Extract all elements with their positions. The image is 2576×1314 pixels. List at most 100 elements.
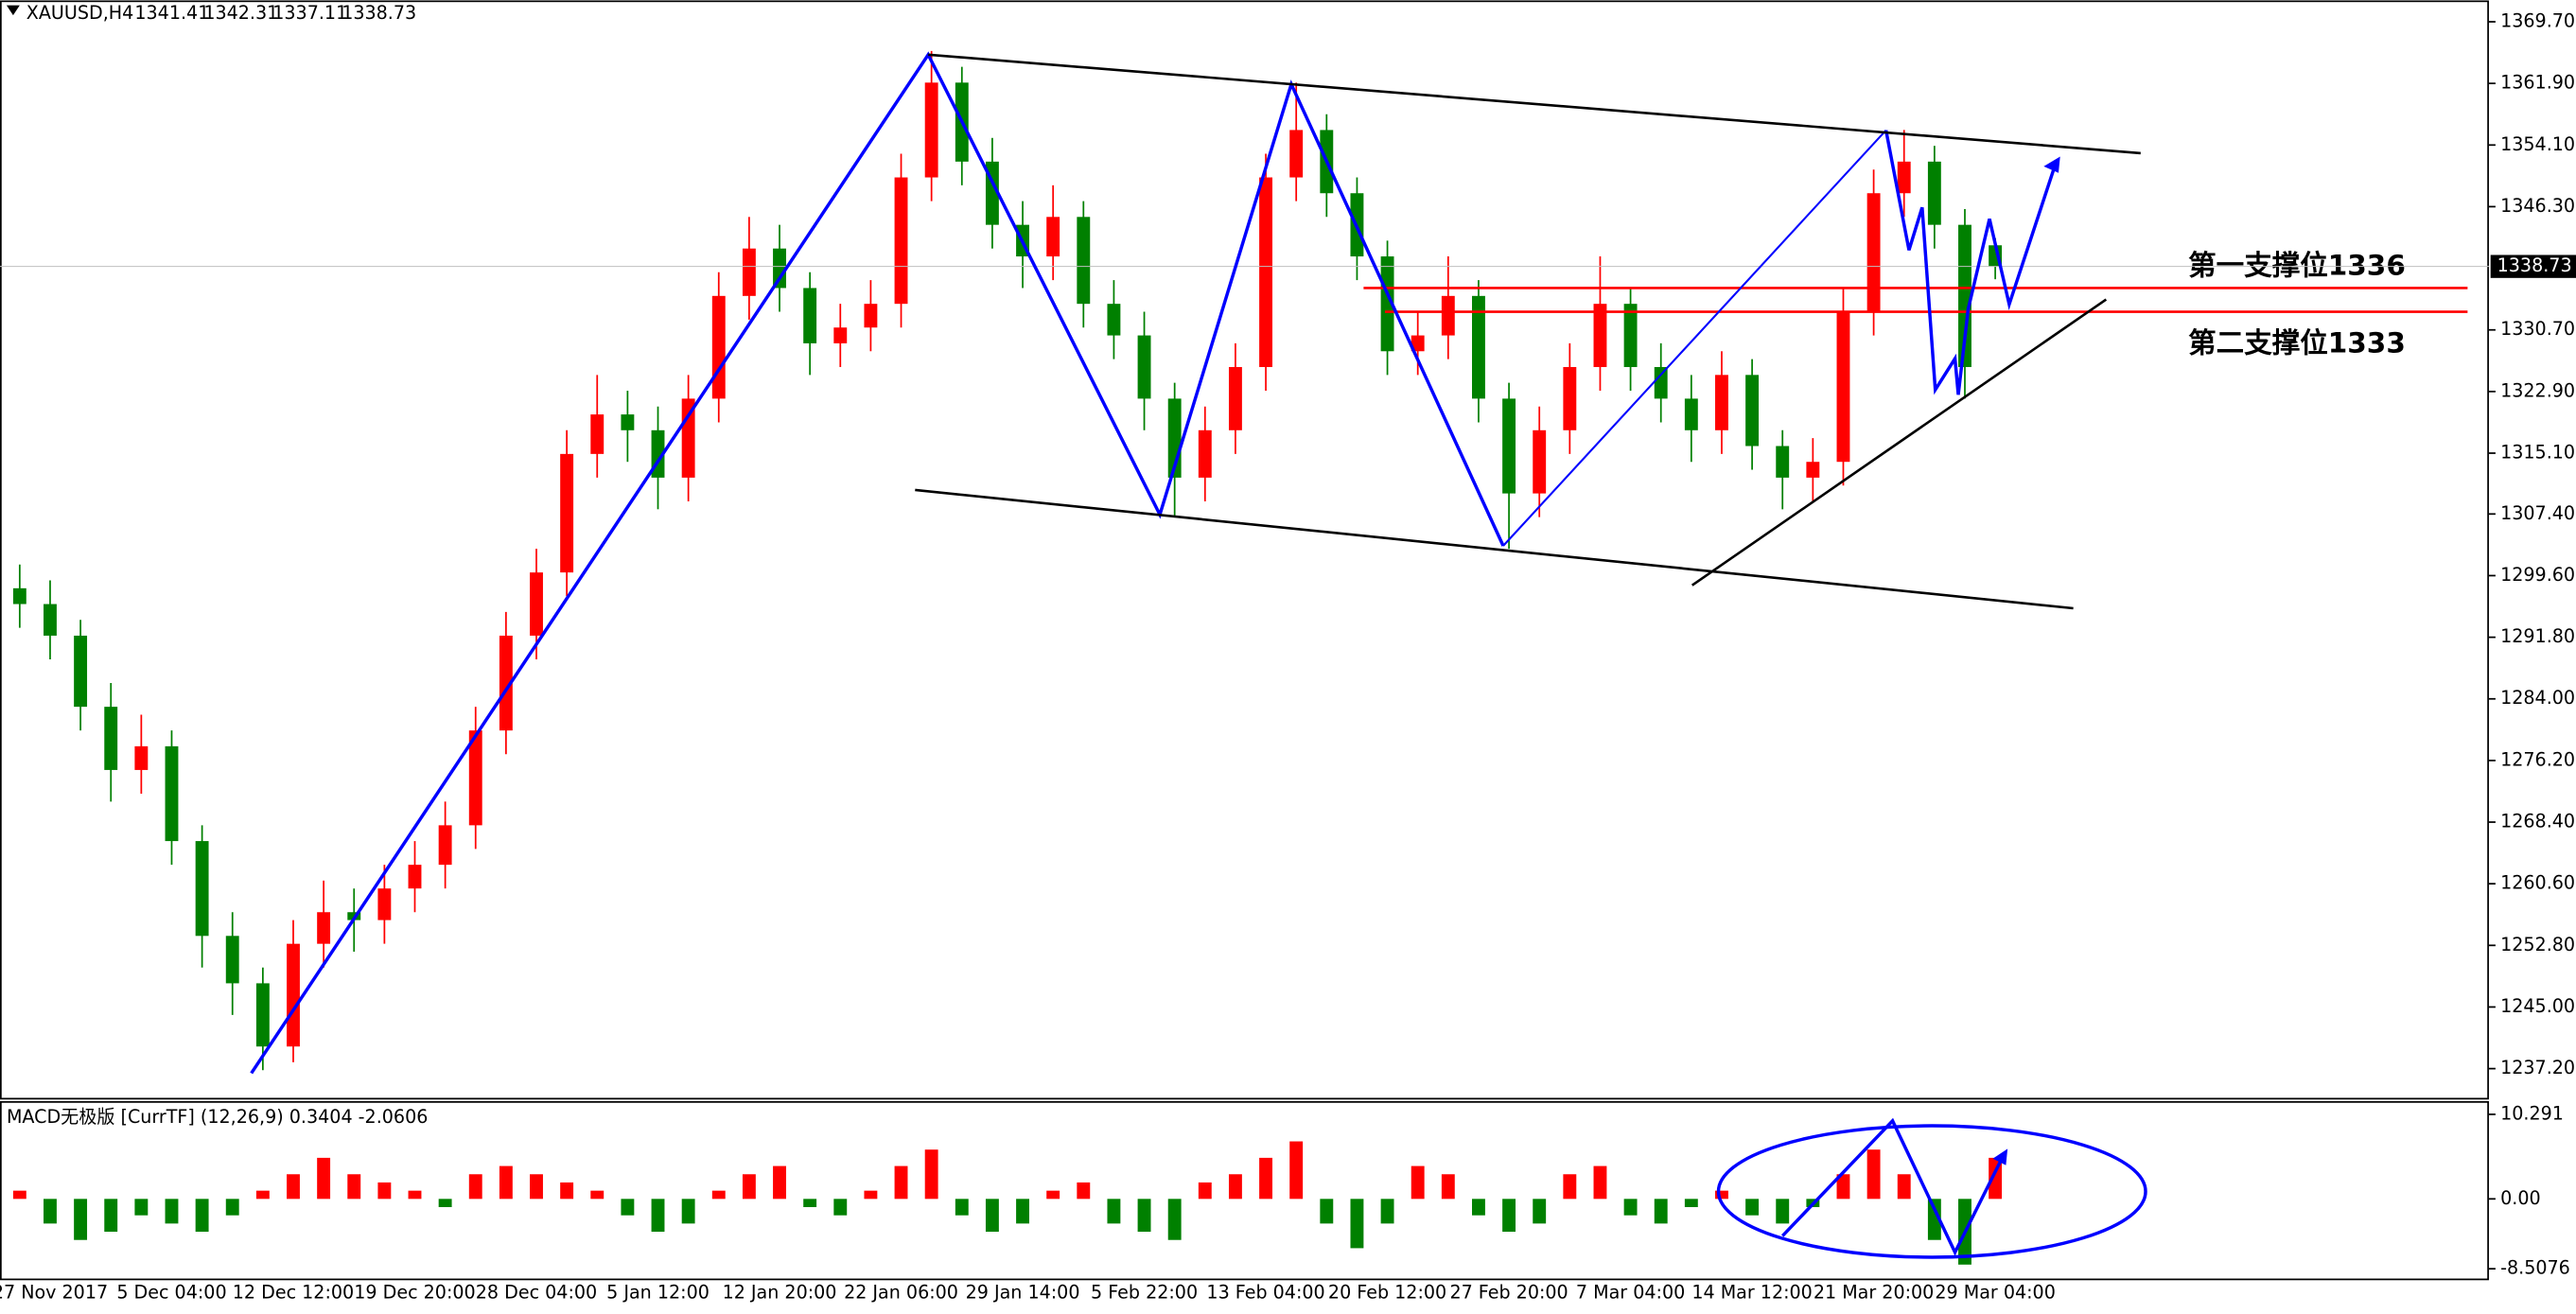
x-tick-label: 28 Dec 04:00 (476, 1282, 597, 1304)
histogram-bar (195, 1199, 209, 1233)
histogram-bar (255, 1190, 270, 1200)
histogram-bar (681, 1199, 695, 1224)
candle-body (1623, 304, 1638, 367)
histogram-bar (985, 1199, 999, 1233)
x-tick-label: 19 Dec 20:00 (354, 1282, 475, 1304)
y-tick-label: 1354.10 (2500, 133, 2575, 155)
trend-line (928, 53, 2141, 155)
candle-body (1198, 429, 1212, 478)
y-tick-label: 1245.00 (2500, 995, 2575, 1017)
histogram-bar (44, 1199, 57, 1224)
y-tick-label: 1291.80 (2500, 625, 2575, 647)
candle-body (317, 912, 331, 944)
candle-body (924, 82, 938, 178)
candle-body (1593, 304, 1607, 367)
y-tick-label: 1315.10 (2500, 442, 2575, 464)
y-tick-label: 0.00 (2500, 1187, 2541, 1209)
histogram-bar (12, 1190, 26, 1200)
zigzag (1502, 129, 1887, 547)
candle-body (1077, 217, 1091, 305)
candle-body (408, 865, 422, 889)
candle-body (590, 414, 605, 454)
histogram-bar (1259, 1157, 1273, 1200)
candle-body (255, 983, 270, 1047)
x-tick-label: 20 Feb 12:00 (1328, 1282, 1446, 1304)
drawings (250, 51, 2147, 1259)
histogram-bar (1016, 1199, 1029, 1224)
candle-body (621, 414, 635, 430)
price-box (2490, 254, 2576, 278)
candle-body (225, 936, 239, 984)
candle-body (803, 288, 817, 343)
histogram-bar (1411, 1165, 1425, 1200)
x-tick-label: 13 Feb 04:00 (1206, 1282, 1324, 1304)
histogram-bar (1927, 1199, 1941, 1240)
candle-body (74, 635, 88, 708)
x-tick-label: 5 Jan 12:00 (606, 1282, 710, 1304)
x-tick-label: 29 Jan 14:00 (966, 1282, 1080, 1304)
histogram-bar (1684, 1199, 1698, 1207)
arrow-head (2043, 156, 2060, 173)
y-tick-label: 1361.90 (2500, 72, 2575, 94)
candle-body (1137, 335, 1151, 399)
candle-body (195, 841, 209, 937)
candle-body (864, 304, 878, 328)
histogram-bar (134, 1199, 149, 1216)
histogram-bar (499, 1165, 513, 1200)
low-value: 1337.11 (272, 2, 347, 24)
x-tick-label: 5 Dec 04:00 (116, 1282, 226, 1304)
histogram-bar (621, 1199, 635, 1216)
close-value: 1338.73 (342, 2, 416, 24)
candle-body (773, 248, 786, 289)
candle-body (1472, 295, 1485, 399)
x-tick-label: 12 Dec 12:00 (233, 1282, 354, 1304)
support-label: 第二支撑位1333 (2188, 327, 2406, 359)
histogram-bar (104, 1199, 118, 1233)
candle-body (1866, 193, 1881, 312)
y-tick-label: 1369.70 (2500, 10, 2575, 32)
histogram-bar (1441, 1174, 1455, 1200)
histogram-bar (1866, 1149, 1881, 1200)
histogram-bar (1593, 1165, 1607, 1200)
histogram-bar (1623, 1199, 1638, 1216)
y-tick-label: 1330.70 (2500, 318, 2575, 340)
candle-body (104, 707, 118, 770)
y-tick-label: 1284.00 (2500, 687, 2575, 709)
histogram-bar (894, 1165, 908, 1200)
candle-body (1654, 366, 1668, 399)
y-tick-label: 1322.90 (2500, 379, 2575, 401)
histogram-bar (955, 1199, 969, 1216)
candle-body (1776, 446, 1790, 478)
histogram-bar (438, 1199, 452, 1207)
histogram-bar (1289, 1141, 1304, 1200)
trend-line (915, 488, 2074, 610)
histogram-bar (347, 1174, 361, 1200)
candle-body (711, 295, 726, 399)
histogram-bar (287, 1174, 300, 1200)
candle-body (1411, 335, 1425, 352)
x-tick-label: 27 Nov 2017 (0, 1282, 108, 1304)
histogram-bar (924, 1149, 938, 1200)
candle-body (1563, 366, 1577, 430)
histogram-bar (651, 1199, 665, 1233)
histogram-bar (1897, 1174, 1911, 1200)
arrow-head (1992, 1148, 2008, 1165)
candle-body (1289, 130, 1304, 178)
y-tick-label: 1299.60 (2500, 564, 2575, 586)
candle-body (894, 177, 908, 305)
candle-body (1927, 161, 1941, 225)
candle-body (833, 327, 848, 343)
histogram-bar (742, 1174, 756, 1200)
histogram-bar (530, 1174, 543, 1200)
candle-body (12, 587, 26, 604)
trend-line (1691, 298, 2108, 587)
candle-body (377, 888, 392, 920)
x-tick-label: 5 Feb 22:00 (1091, 1282, 1198, 1304)
histogram-bar (74, 1199, 88, 1240)
histogram-bar (1533, 1199, 1547, 1224)
candle-body (1228, 366, 1242, 430)
open-value: 1341.41 (134, 2, 209, 24)
candle-body (1533, 429, 1547, 494)
